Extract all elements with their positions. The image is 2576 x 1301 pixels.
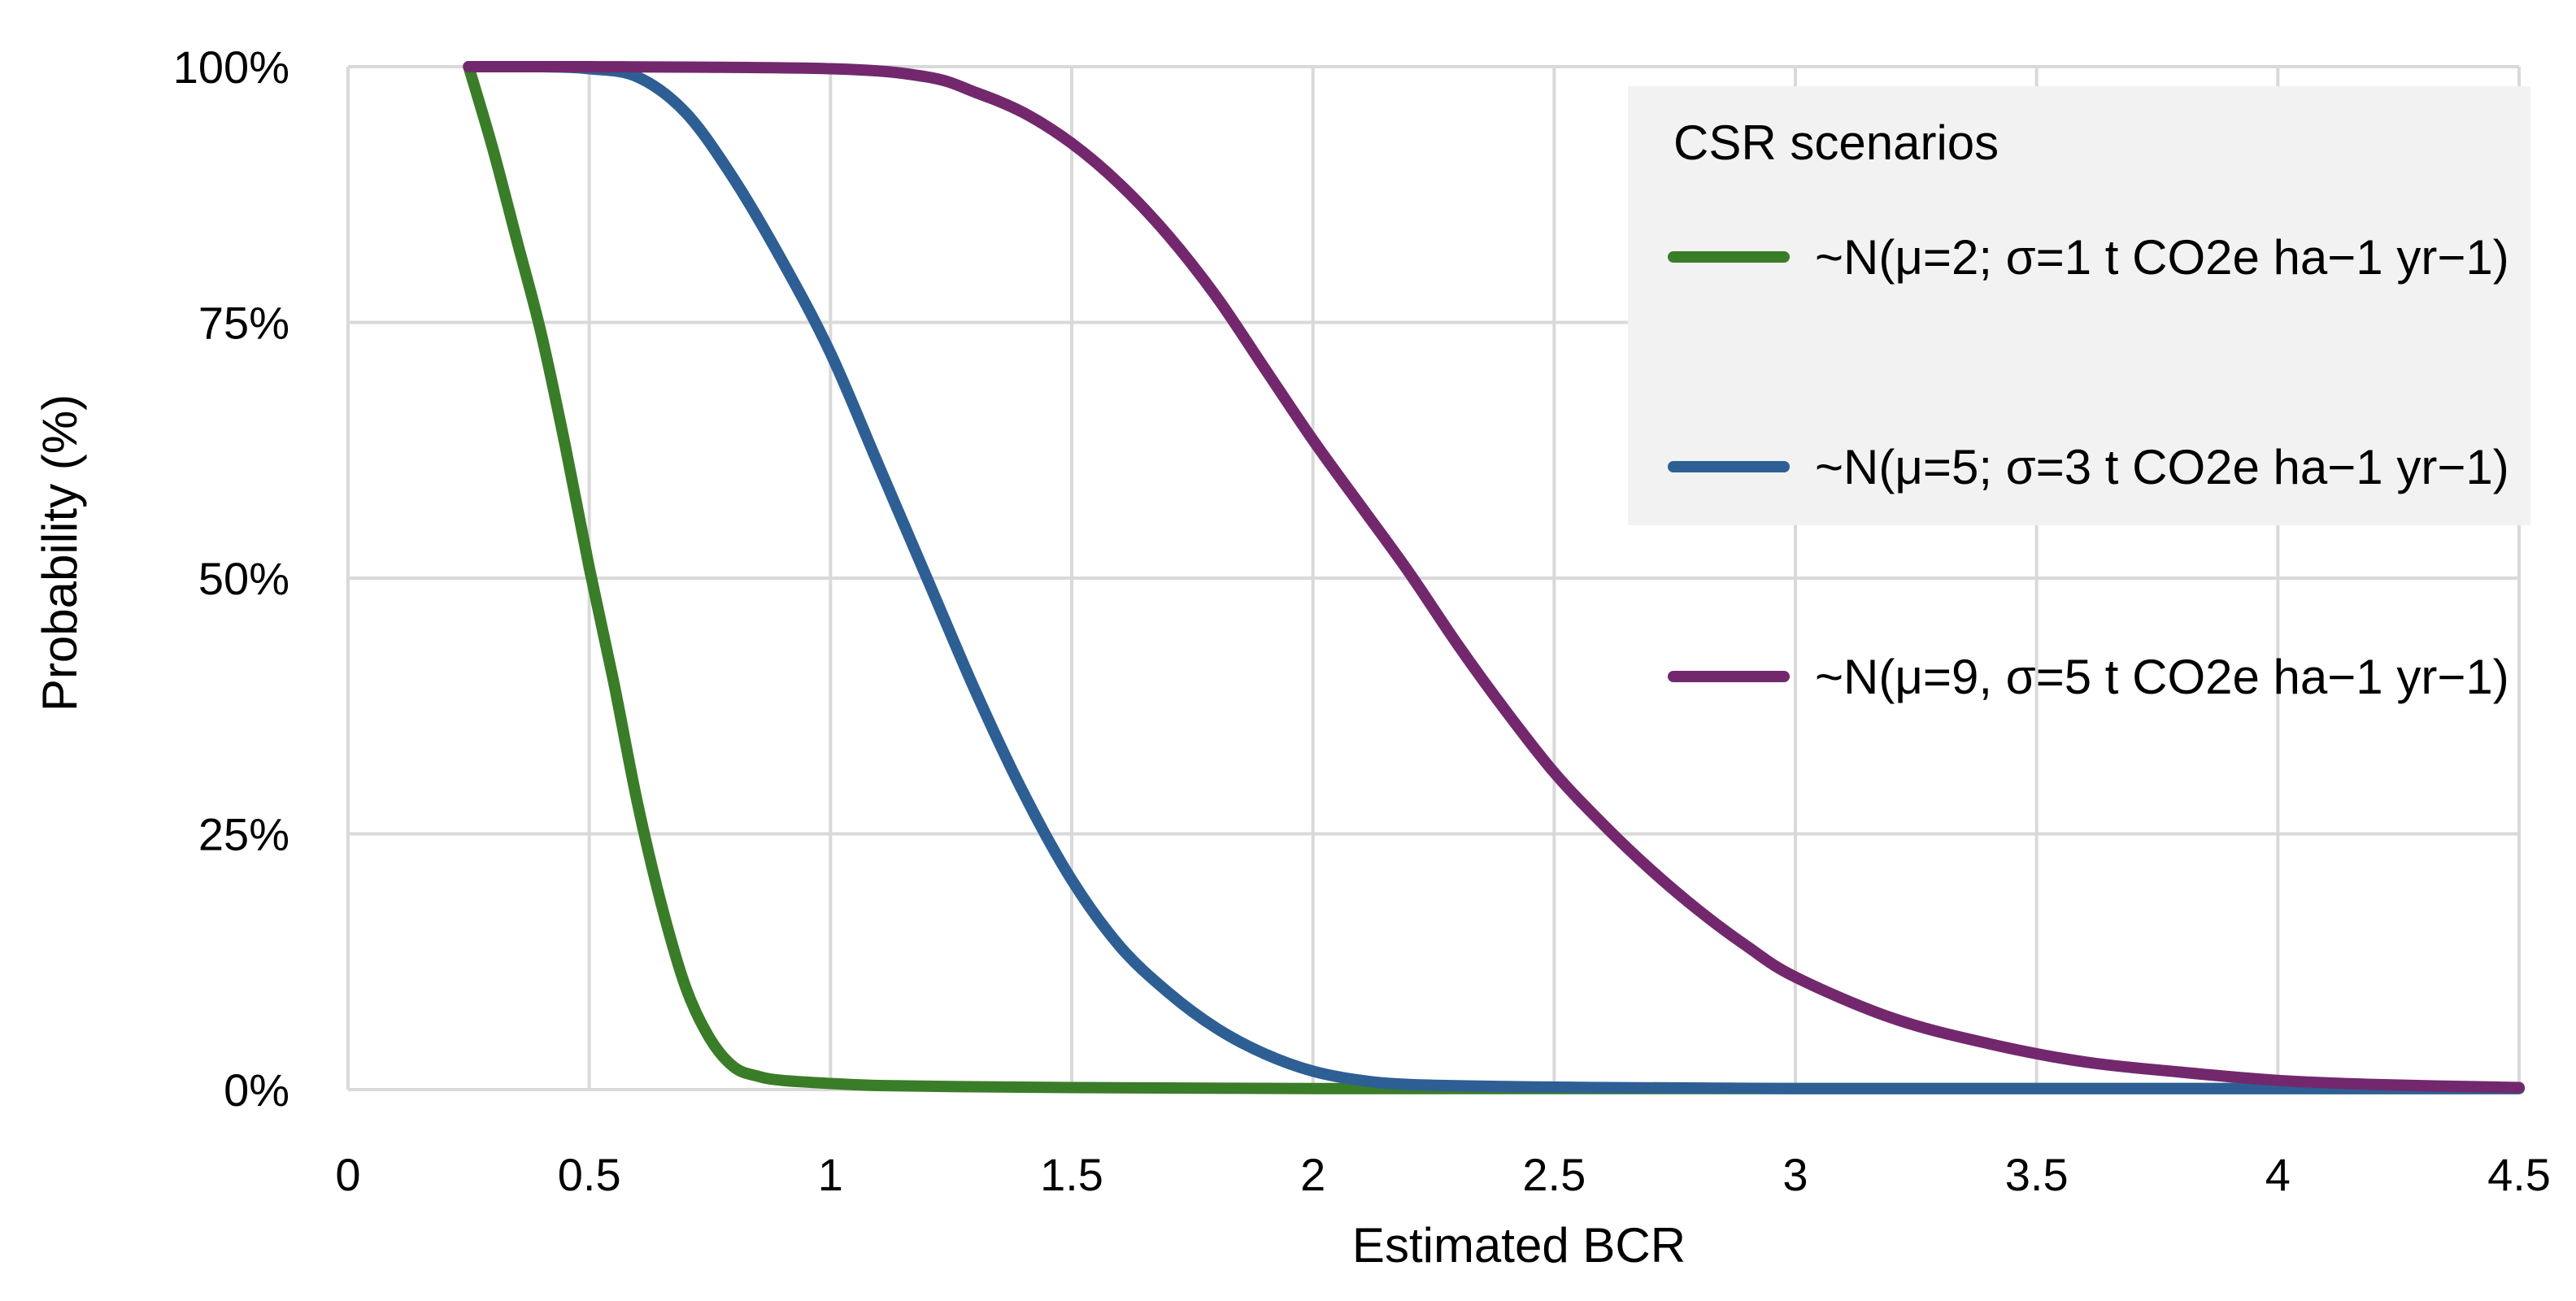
x-tick-label: 1.5 (1040, 1149, 1103, 1200)
x-tick-label: 1 (818, 1149, 843, 1200)
y-tick-label: 0% (224, 1064, 289, 1116)
series-line-3 (463, 60, 2525, 1094)
x-tick-labels: 0 0.5 1 1.5 2 2.5 3 3.5 4 4.5 (335, 1149, 2551, 1200)
y-tick-label: 50% (198, 553, 289, 604)
legend-box (1628, 86, 2530, 525)
series-layer (463, 60, 2525, 1094)
x-tick-label: 3.5 (2005, 1149, 2069, 1200)
y-tick-label: 75% (198, 298, 289, 349)
x-tick-label: 4.5 (2487, 1149, 2551, 1200)
legend-title: CSR scenarios (1673, 115, 1999, 170)
y-tick-label: 100% (173, 41, 289, 93)
legend: CSR scenarios ~N(μ=2; σ=1 t CO2e ha−1 yr… (1628, 86, 2530, 704)
x-tick-label: 0 (335, 1149, 360, 1200)
x-axis-title: Estimated BCR (1352, 1218, 1686, 1273)
y-tick-labels: 0% 25% 50% 75% 100% (173, 41, 289, 1116)
y-axis-title: Probability (%) (33, 394, 87, 711)
legend-label-1: ~N(μ=2; σ=1 t CO2e ha−1 yr−1) (1815, 230, 2509, 285)
legend-label-2: ~N(μ=5; σ=3 t CO2e ha−1 yr−1) (1815, 440, 2509, 494)
x-tick-label: 0.5 (558, 1149, 621, 1200)
x-tick-label: 2.5 (1522, 1149, 1586, 1200)
legend-items: ~N(μ=2; σ=1 t CO2e ha−1 yr−1) ~N(μ=5; σ=3… (1668, 230, 2509, 704)
x-tick-label: 3 (1782, 1149, 1808, 1200)
series-line-2 (463, 60, 2525, 1094)
x-tick-label: 4 (2265, 1149, 2291, 1200)
x-tick-label: 2 (1300, 1149, 1325, 1200)
y-tick-label: 25% (198, 809, 289, 860)
legend-label-3: ~N(μ=9, σ=5 t CO2e ha−1 yr−1) (1815, 650, 2509, 704)
